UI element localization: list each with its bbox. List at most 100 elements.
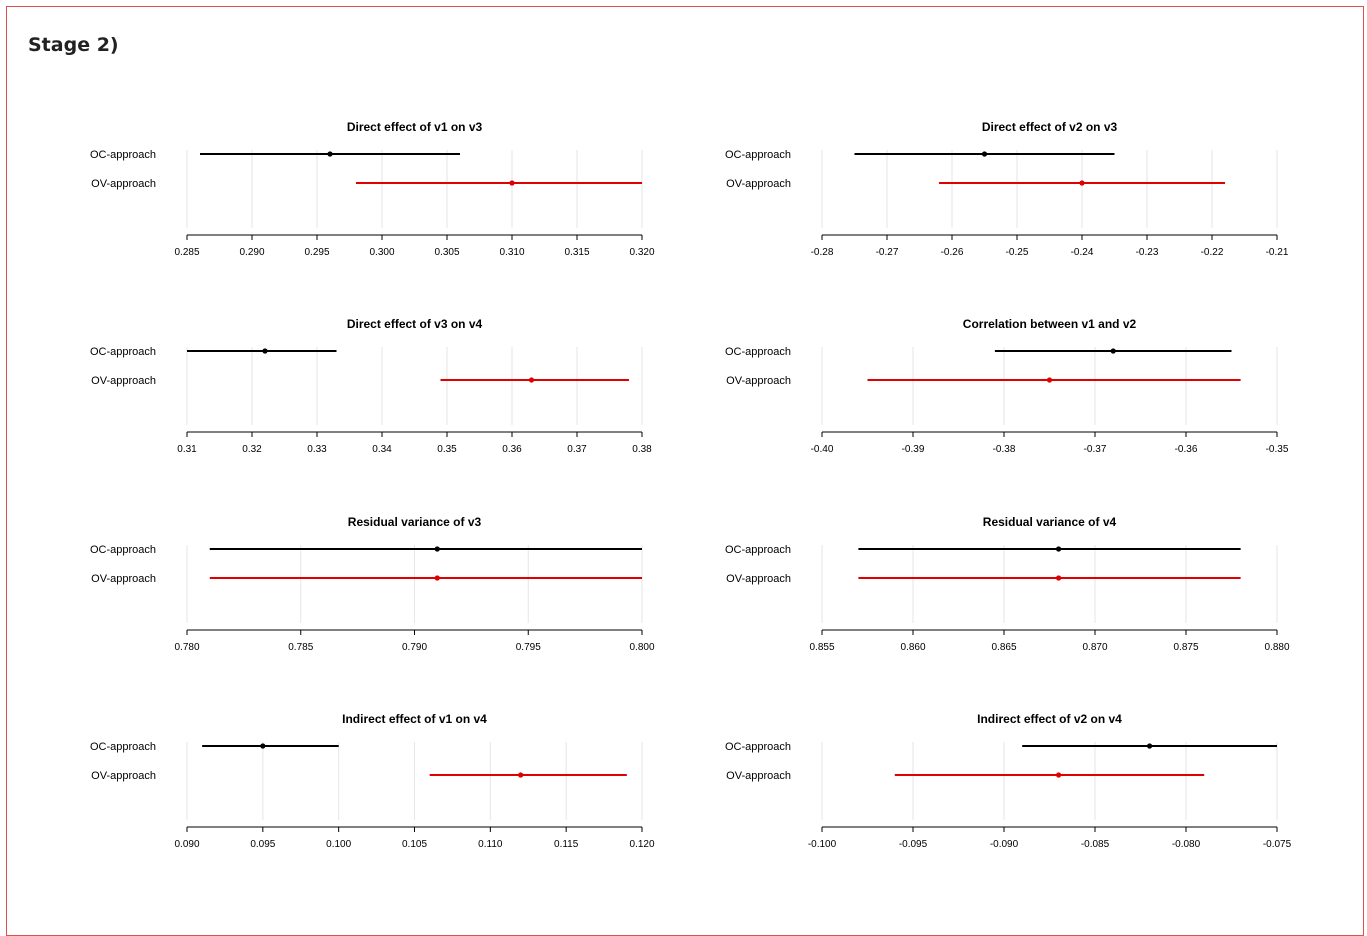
estimate-point: [260, 743, 266, 749]
series-label: OC-approach: [90, 741, 156, 753]
x-tick-label: 0.095: [250, 839, 275, 850]
forest-plot-svg: Indirect effect of v1 on v4 0.090 0.095 0.1…: [90, 712, 655, 850]
x-tick-label: -0.25: [1006, 247, 1029, 258]
forest-plot-svg: Direct effect of v2 on v3 -0.28 -0.27 -0.26…: [725, 120, 1289, 258]
x-tick-label: 0.110: [478, 839, 503, 850]
x-tick-label: 0.33: [307, 444, 327, 455]
estimate-point: [434, 546, 440, 552]
x-tick-label: 0.31: [177, 444, 197, 455]
x-tick-label: 0.310: [499, 247, 524, 258]
estimate-point: [528, 377, 535, 383]
x-tick-label: -0.38: [993, 444, 1016, 455]
x-tick-label: -0.26: [941, 247, 964, 258]
x-tick-label: -0.22: [1201, 247, 1224, 258]
x-tick-label: -0.085: [1081, 839, 1110, 850]
chart-title: Direct effect of v3 on v4: [347, 317, 483, 331]
x-tick-label: 0.865: [991, 642, 1016, 653]
forest-plot: Residual variance of v4 0.855 0.860 0.865 0.…: [675, 507, 1295, 687]
estimate-point: [518, 772, 524, 778]
x-tick-label: 0.785: [288, 642, 313, 653]
x-tick-label: 0.290: [239, 247, 264, 258]
forest-plot-svg: Indirect effect of v2 on v4 -0.100 -0.095 -…: [725, 712, 1292, 850]
estimate-point: [981, 151, 988, 157]
estimate-point: [327, 151, 333, 157]
forest-plot: Direct effect of v3 on v4 0.31 0.32 0.33 0.3…: [40, 309, 660, 489]
x-tick-label: 0.795: [516, 642, 541, 653]
forest-plot: Residual variance of v3 0.780 0.785 0.790 0.…: [40, 507, 660, 687]
x-tick-label: 0.800: [629, 642, 654, 653]
series-label: OV-approach: [726, 375, 791, 387]
series-label: OC-approach: [725, 149, 791, 161]
series-label: OC-approach: [725, 544, 791, 556]
x-tick-label: 0.870: [1082, 642, 1107, 653]
x-tick-label: 0.855: [809, 642, 834, 653]
x-tick-label: 0.38: [632, 444, 652, 455]
x-tick-label: 0.090: [174, 839, 199, 850]
x-tick-label: 0.305: [434, 247, 459, 258]
x-tick-label: -0.36: [1175, 444, 1198, 455]
x-tick-label: -0.080: [1172, 839, 1201, 850]
estimate-point: [1056, 546, 1062, 552]
estimate-point: [262, 348, 268, 354]
series-label: OC-approach: [90, 346, 156, 358]
x-tick-label: -0.075: [1263, 839, 1292, 850]
chart-title: Indirect effect of v1 on v4: [342, 712, 487, 726]
estimate-point: [1056, 575, 1062, 581]
x-tick-label: 0.120: [629, 839, 654, 850]
x-tick-label: -0.090: [990, 839, 1019, 850]
x-tick-label: -0.37: [1084, 444, 1107, 455]
x-tick-label: 0.320: [629, 247, 654, 258]
chart-title: Direct effect of v1 on v3: [347, 120, 483, 134]
estimate-point: [1079, 180, 1085, 186]
estimate-point: [509, 180, 515, 186]
x-tick-label: 0.100: [326, 839, 351, 850]
series-label: OC-approach: [90, 149, 156, 161]
series-label: OV-approach: [726, 573, 791, 585]
chart-title: Indirect effect of v2 on v4: [977, 712, 1122, 726]
forest-plot-svg: Direct effect of v3 on v4 0.31 0.32 0.33 0.3…: [90, 317, 652, 455]
x-tick-label: 0.880: [1264, 642, 1289, 653]
forest-plot-svg: Direct effect of v1 on v3 0.285 0.290 0.295…: [90, 120, 655, 258]
x-tick-label: 0.860: [900, 642, 925, 653]
x-tick-label: 0.37: [567, 444, 587, 455]
forest-plot: Indirect effect of v1 on v4 0.090 0.095 0.1…: [40, 704, 660, 884]
x-tick-label: 0.295: [304, 247, 329, 258]
x-tick-label: -0.40: [811, 444, 834, 455]
x-tick-label: -0.35: [1266, 444, 1289, 455]
x-tick-label: 0.780: [174, 642, 199, 653]
x-tick-label: 0.300: [369, 247, 394, 258]
x-tick-label: 0.105: [402, 839, 427, 850]
forest-plot: Indirect effect of v2 on v4 -0.100 -0.095 -…: [675, 704, 1295, 884]
estimate-point: [1056, 772, 1062, 778]
chart-title: Residual variance of v3: [348, 515, 482, 529]
chart-title: Residual variance of v4: [983, 515, 1117, 529]
x-tick-label: 0.115: [554, 839, 579, 850]
series-label: OV-approach: [91, 375, 156, 387]
chart-title: Correlation between v1 and v2: [963, 317, 1137, 331]
x-tick-label: 0.790: [402, 642, 427, 653]
x-tick-label: 0.34: [372, 444, 392, 455]
x-tick-label: -0.28: [811, 247, 834, 258]
x-tick-label: 0.36: [502, 444, 522, 455]
x-tick-label: -0.21: [1266, 247, 1289, 258]
x-tick-label: 0.35: [437, 444, 457, 455]
x-tick-label: 0.315: [564, 247, 589, 258]
x-tick-label: -0.100: [808, 839, 837, 850]
x-tick-label: 0.285: [174, 247, 199, 258]
chart-title: Direct effect of v2 on v3: [982, 120, 1118, 134]
stage-title: Stage 2): [28, 34, 119, 56]
series-label: OC-approach: [90, 544, 156, 556]
series-label: OV-approach: [91, 178, 156, 190]
series-label: OV-approach: [91, 770, 156, 782]
estimate-point: [434, 575, 440, 581]
forest-plot-svg: Residual variance of v4 0.855 0.860 0.865 0.…: [725, 515, 1290, 653]
x-tick-label: -0.24: [1071, 247, 1094, 258]
forest-plot-svg: Residual variance of v3 0.780 0.785 0.790 0.…: [90, 515, 655, 653]
forest-plot: Direct effect of v2 on v3 -0.28 -0.27 -0.26…: [675, 112, 1295, 292]
forest-plot: Correlation between v1 and v2 -0.40 -0.39 -…: [675, 309, 1295, 489]
forest-plot-svg: Correlation between v1 and v2 -0.40 -0.39 -…: [725, 317, 1289, 455]
series-label: OC-approach: [725, 346, 791, 358]
x-tick-label: -0.27: [876, 247, 899, 258]
series-label: OV-approach: [726, 770, 791, 782]
series-label: OC-approach: [725, 741, 791, 753]
